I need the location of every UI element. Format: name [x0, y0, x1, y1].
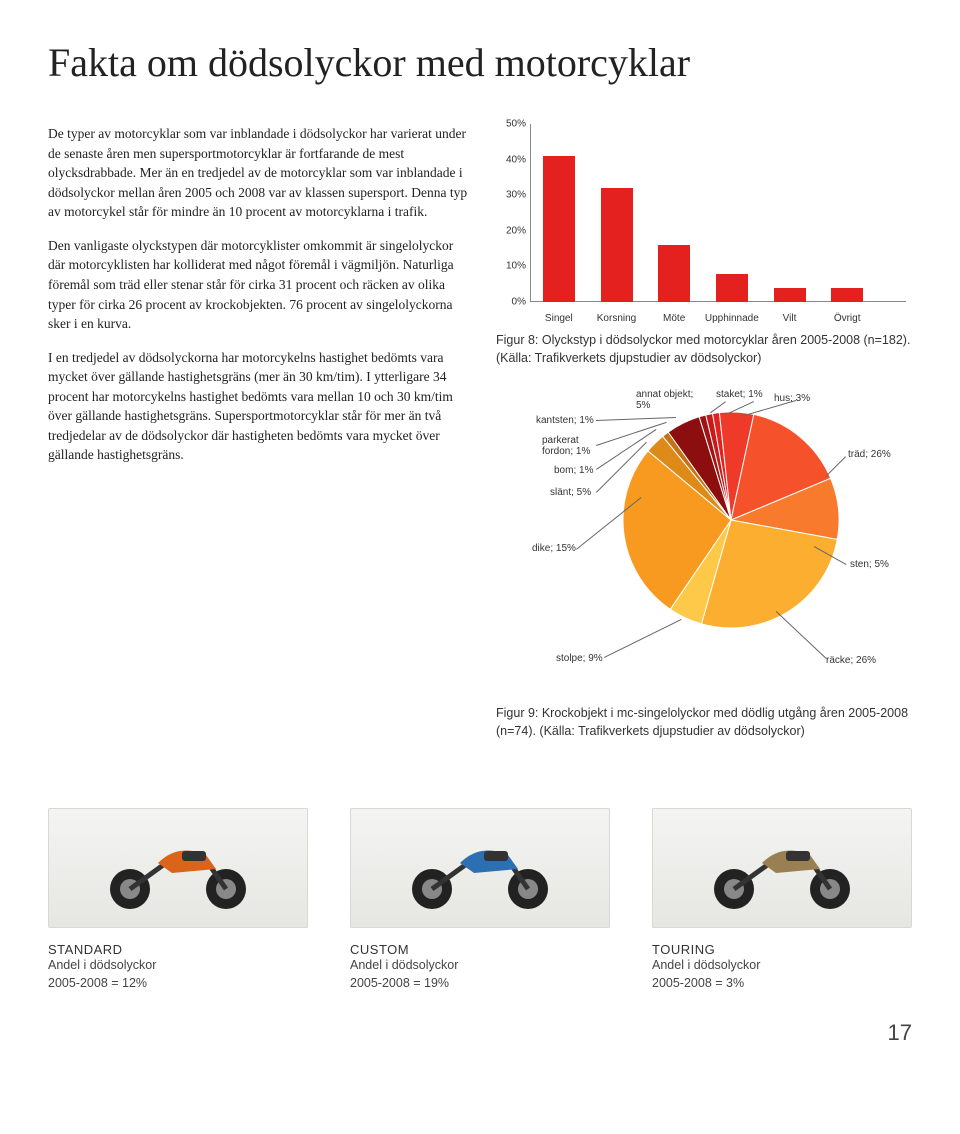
bar-chart-xtick: Upphinnade — [705, 313, 759, 324]
motorcycle-stat-label: Andel i dödsolyckor — [350, 957, 610, 975]
paragraph-2: Den vanligaste olyckstypen där motorcykl… — [48, 236, 468, 334]
motorcycle-stat-label: Andel i dödsolyckor — [652, 957, 912, 975]
bar-chart-xtick: Korsning — [597, 313, 636, 324]
motorcycle-stat-value: 2005-2008 = 12% — [48, 975, 308, 993]
pie-label-slant: slänt; 5% — [550, 487, 591, 498]
paragraph-3: I en tredjedel av dödsolyckorna har moto… — [48, 348, 468, 465]
bar-chart-figure-8: 0%10%20%30%40%50%SingelKorsningMöteUpphi… — [496, 124, 912, 324]
motorcycle-image-placeholder — [48, 808, 308, 928]
pie-label-racke: räcke; 26% — [826, 655, 876, 666]
motorcycle-stat-label: Andel i dödsolyckor — [48, 957, 308, 975]
motorcycle-stat-value: 2005-2008 = 3% — [652, 975, 912, 993]
pie-label-stolpe: stolpe; 9% — [556, 653, 603, 664]
page-title: Fakta om dödsolyckor med motorcyklar — [48, 40, 912, 86]
motorcycle-type-name: TOURING — [652, 942, 912, 957]
bar — [543, 156, 575, 302]
pie-label-trad: träd; 26% — [848, 449, 891, 460]
pie-svg — [616, 405, 846, 635]
figure-8-caption: Figur 8: Olyckstyp i dödsolyckor med mot… — [496, 332, 912, 367]
bar — [658, 245, 690, 302]
motorcycle-icon — [390, 823, 570, 913]
bar-chart-xtick: Vilt — [783, 313, 797, 324]
bar-chart-xtick: Möte — [663, 313, 685, 324]
bar-chart-ytick: 0% — [496, 297, 526, 308]
pie-chart-figure-9: annat objekt;5% staket; 1% hus; 3% kantsten… — [496, 387, 912, 697]
pie-label-annat-objekt: annat objekt;5% — [636, 389, 693, 411]
motorcycle-icon — [88, 823, 268, 913]
motorcycle-image-placeholder — [350, 808, 610, 928]
pie-label-parkerat: parkeratfordon; 1% — [542, 435, 590, 457]
pie-label-dike: dike; 15% — [532, 543, 576, 554]
pie-label-kantsten: kantsten; 1% — [536, 415, 594, 426]
bar — [774, 288, 806, 302]
bar — [601, 188, 633, 302]
motorcycle-type-card: CUSTOMAndel i dödsolyckor2005-2008 = 19% — [350, 808, 610, 992]
paragraph-1: De typer av motorcyklar som var inblanda… — [48, 124, 468, 222]
motorcycle-type-name: STANDARD — [48, 942, 308, 957]
pie-label-hus: hus; 3% — [774, 393, 810, 404]
pie-label-staket: staket; 1% — [716, 389, 763, 400]
body-text-column: De typer av motorcyklar som var inblanda… — [48, 124, 468, 760]
bar — [716, 274, 748, 302]
bar-chart-xtick: Singel — [545, 313, 573, 324]
motorcycle-type-card: TOURINGAndel i dödsolyckor2005-2008 = 3% — [652, 808, 912, 992]
motorcycle-type-row: STANDARDAndel i dödsolyckor2005-2008 = 1… — [48, 808, 912, 992]
motorcycle-type-card: STANDARDAndel i dödsolyckor2005-2008 = 1… — [48, 808, 308, 992]
page-number: 17 — [48, 1020, 912, 1046]
motorcycle-type-name: CUSTOM — [350, 942, 610, 957]
bar — [831, 288, 863, 302]
bar-chart-ytick: 20% — [496, 225, 526, 236]
motorcycle-image-placeholder — [652, 808, 912, 928]
motorcycle-icon — [692, 823, 872, 913]
bar-chart-ytick: 30% — [496, 190, 526, 201]
figure-9-caption: Figur 9: Krockobjekt i mc-singelolyckor … — [496, 705, 912, 740]
bar-chart-ytick: 40% — [496, 154, 526, 165]
bar-chart-ytick: 10% — [496, 261, 526, 272]
pie-label-bom: bom; 1% — [554, 465, 593, 476]
bar-chart-ytick: 50% — [496, 119, 526, 130]
motorcycle-stat-value: 2005-2008 = 19% — [350, 975, 610, 993]
bar-chart-xtick: Övrigt — [834, 313, 861, 324]
pie-label-sten: sten; 5% — [850, 559, 889, 570]
